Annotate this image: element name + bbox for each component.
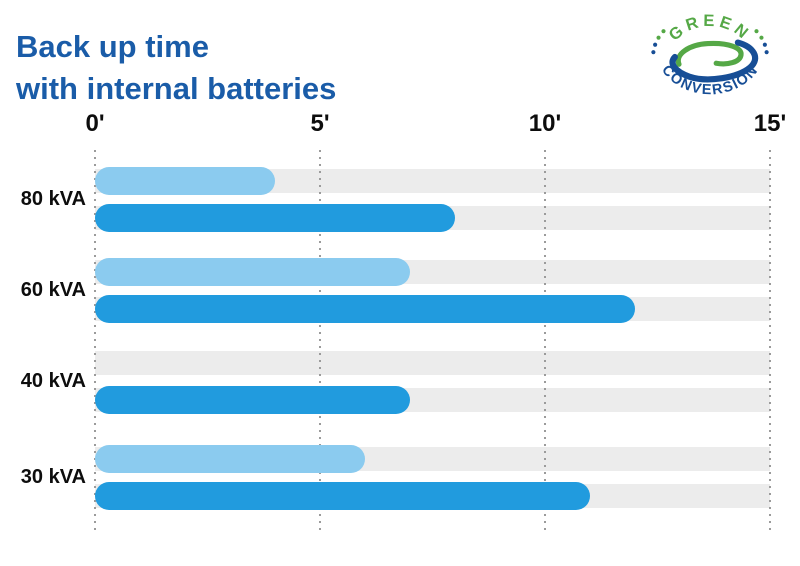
gridline-5	[319, 150, 321, 533]
category-label: 30 kVA	[20, 466, 86, 488]
category-label: 40 kVA	[20, 370, 86, 392]
bar-row	[95, 349, 770, 377]
x-tick-label-0: 0'	[85, 110, 105, 137]
dark-blue-bar	[95, 295, 635, 323]
bar-group	[95, 258, 770, 323]
logo-swirl-green-icon	[675, 40, 744, 67]
bar-row	[95, 386, 770, 414]
gridline-15	[769, 150, 771, 533]
bar-row	[95, 445, 770, 473]
category-label: 60 kVA	[20, 279, 86, 301]
logo-dots-right	[754, 29, 769, 55]
light-blue-bar	[95, 167, 275, 195]
logo-dots-left	[651, 29, 666, 55]
logo-swirl-blue-icon	[669, 39, 759, 83]
dark-blue-bar	[95, 386, 410, 414]
bar-group	[95, 167, 770, 232]
x-tick-label-10: 10'	[528, 110, 562, 137]
category-label: 80 kVA	[20, 188, 86, 210]
bar-row	[95, 482, 770, 510]
x-tick-label-5: 5'	[310, 110, 330, 137]
light-blue-bar	[95, 445, 365, 473]
dark-blue-bar	[95, 204, 455, 232]
page-title-line1: Back up time	[16, 29, 209, 64]
page-title-line2: with internal batteries	[16, 71, 337, 107]
x-tick-label-15: 15'	[753, 110, 787, 137]
gridline-10	[544, 150, 546, 533]
logo-top-wordmark: GREEN	[665, 11, 755, 45]
bar-group	[95, 445, 770, 510]
bar-row	[95, 295, 770, 323]
dark-blue-bar	[95, 482, 590, 510]
gridline-0	[94, 150, 96, 533]
green-conversion-logo: GREEN CONVERSION	[651, 11, 769, 98]
page-title: Back up time with internal batteries	[16, 26, 336, 110]
bar-group	[95, 349, 770, 414]
bar-row	[95, 204, 770, 232]
light-blue-bar	[95, 258, 410, 286]
bar-row	[95, 258, 770, 286]
bar-track	[95, 351, 770, 375]
bar-row	[95, 167, 770, 195]
